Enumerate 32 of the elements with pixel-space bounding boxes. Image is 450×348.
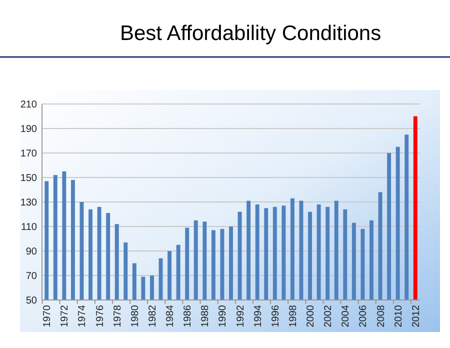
x-tick-label: 1984 (165, 304, 176, 328)
x-tick-label: 1978 (112, 304, 124, 328)
x-tick-label: 1986 (182, 304, 194, 328)
x-tick-label: 1998 (288, 304, 299, 328)
x-tick-label: 1980 (130, 304, 141, 328)
x-tick-label: 1988 (200, 304, 212, 328)
y-tick-label: 50 (26, 296, 38, 306)
x-tick-label: 1996 (270, 304, 282, 328)
x-tick-label: 1990 (218, 304, 229, 328)
x-tick-label: 2002 (323, 304, 334, 328)
y-tick-label: 190 (20, 124, 38, 135)
x-tick-label: 1970 (42, 304, 54, 328)
y-tick-label: 150 (20, 173, 38, 184)
x-tick-label: 2000 (306, 304, 317, 328)
x-tick-label: 1972 (60, 304, 71, 328)
x-tick-label: 1982 (147, 304, 158, 328)
x-tick-label: 1976 (94, 304, 106, 328)
x-tick-label: 2006 (358, 304, 370, 328)
y-tick-label: 90 (26, 246, 38, 258)
x-tick-label: 2012 (410, 304, 422, 328)
x-tick-label: 1994 (252, 304, 264, 328)
y-tick-label: 170 (20, 148, 38, 160)
y-tick-label: 210 (20, 100, 38, 110)
x-tick-label: 1992 (235, 304, 246, 328)
y-tick-label: 70 (26, 271, 38, 282)
y-tick-label: 130 (20, 198, 38, 208)
chart-title: Best Affordability Conditions (120, 22, 382, 45)
y-tick-label: 110 (21, 222, 38, 233)
x-tick-label: 2010 (393, 304, 404, 328)
x-tick-label: 1974 (77, 304, 88, 328)
x-tick-label: 2004 (340, 304, 352, 328)
x-tick-label: 2008 (376, 304, 387, 328)
